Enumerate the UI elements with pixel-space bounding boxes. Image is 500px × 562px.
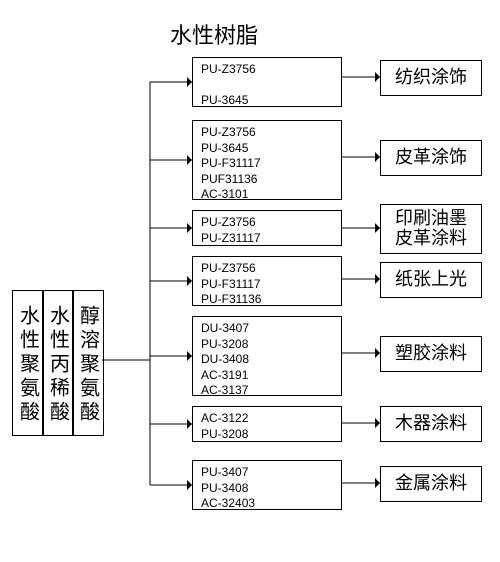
product-box: PU-Z3756 PU-Z31117 (192, 210, 342, 246)
product-box: PU-Z3756 PU-F31117 PU-F31136 (192, 256, 342, 306)
source-box: 水性丙稀酸 (42, 290, 74, 436)
page-title: 水性树脂 (170, 18, 258, 50)
application-box: 金属涂料 (380, 466, 482, 502)
product-box: PU-Z3756 PU-3645 PU-F31117 PUF31136 AC-3… (192, 120, 342, 200)
source-box: 醇溶聚氨酸 (72, 290, 104, 436)
product-box: DU-3407 PU-3208 DU-3408 AC-3191 AC-3137 (192, 316, 342, 396)
product-box: PU-3407 PU-3408 AC-32403 (192, 460, 342, 510)
application-box: 印刷油墨 皮革涂料 (380, 204, 482, 254)
application-box: 纺织涂饰 (380, 60, 482, 96)
product-box: PU-Z3756 PU-3645 (192, 57, 342, 107)
application-box: 塑胶涂料 (380, 336, 482, 372)
application-box: 皮革涂饰 (380, 140, 482, 176)
application-box: 木器涂料 (380, 406, 482, 442)
application-box: 纸张上光 (380, 262, 482, 298)
product-box: AC-3122 PU-3208 (192, 406, 342, 442)
source-box: 水性聚氨酸 (12, 290, 44, 436)
